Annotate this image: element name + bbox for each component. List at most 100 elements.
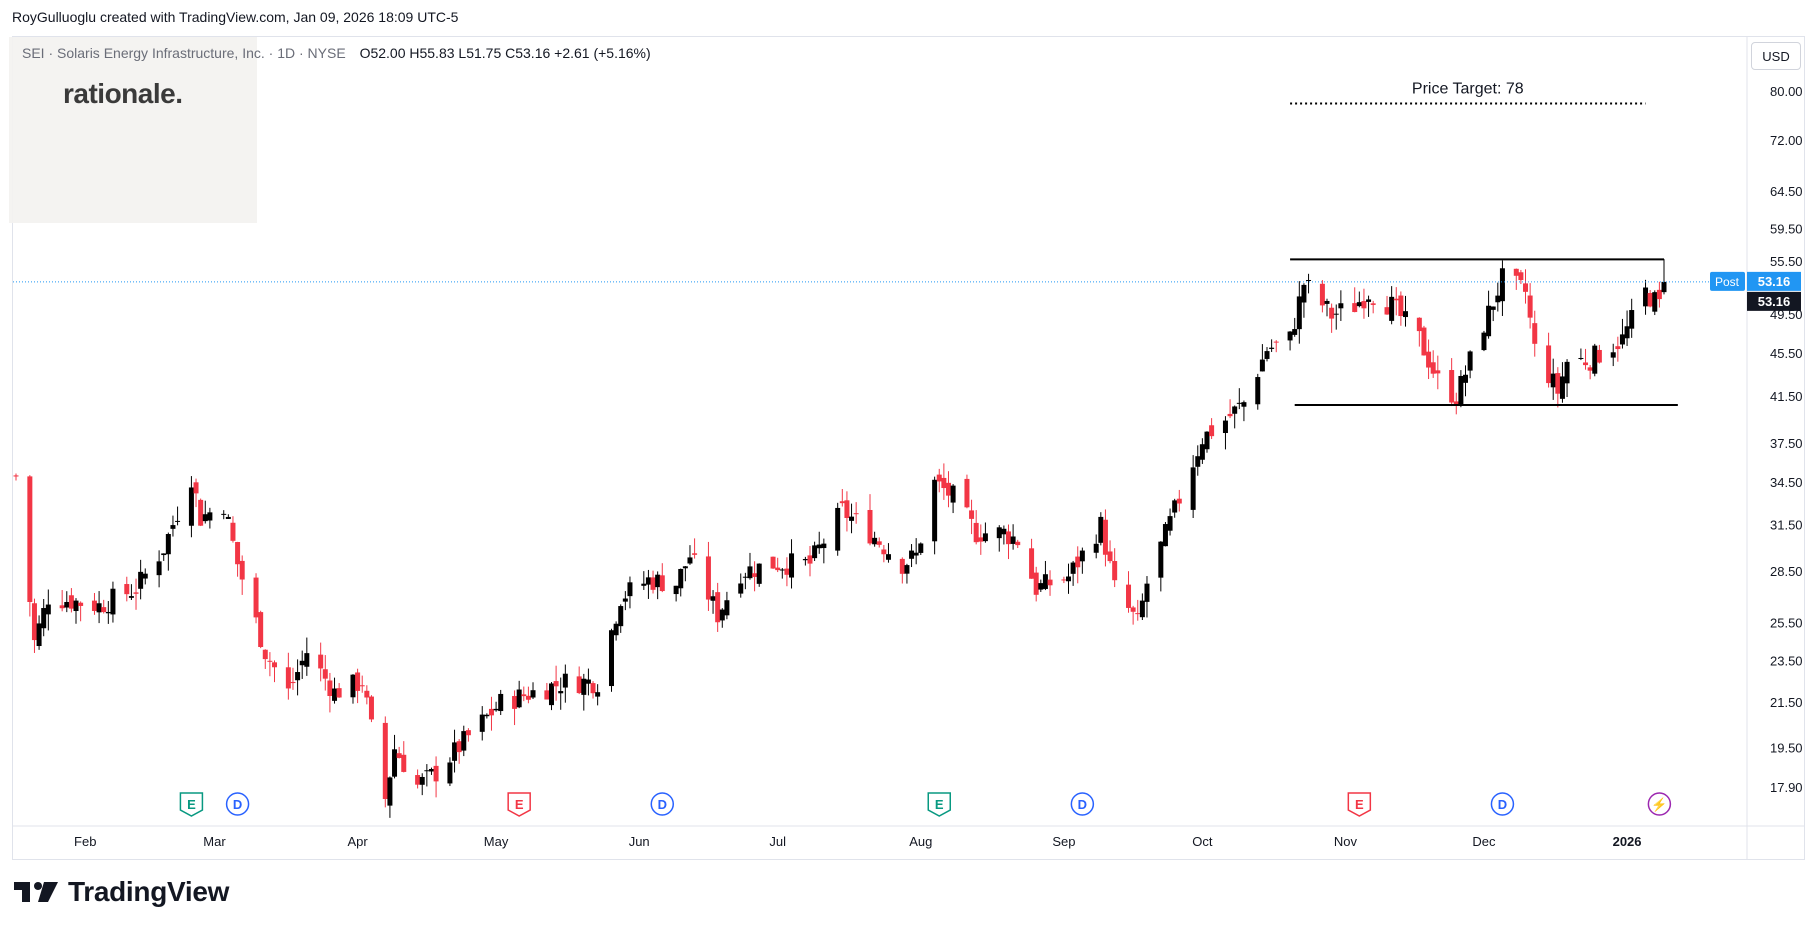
candle-body[interactable] [1587, 367, 1593, 371]
candle-body[interactable] [1652, 292, 1658, 312]
candle-body[interactable] [913, 552, 919, 556]
candle-body[interactable] [1204, 431, 1210, 450]
candle-body[interactable] [1329, 307, 1335, 319]
candle-body[interactable] [839, 501, 845, 504]
candle-body[interactable] [359, 685, 365, 687]
candle-body[interactable] [1463, 374, 1469, 383]
candle-body[interactable] [1393, 298, 1399, 301]
candle-body[interactable] [1038, 583, 1044, 590]
candle-body[interactable] [1319, 283, 1325, 306]
candle-body[interactable] [752, 573, 758, 577]
candle-body[interactable] [101, 607, 107, 613]
candle-body[interactable] [710, 596, 716, 601]
candle-body[interactable] [78, 602, 84, 606]
candle-body[interactable] [687, 557, 693, 564]
candle-body[interactable] [272, 662, 278, 668]
candle-body[interactable] [1490, 306, 1496, 310]
candle-body[interactable] [1176, 498, 1182, 504]
candle-body[interactable] [1324, 300, 1330, 304]
candle-body[interactable] [1513, 268, 1519, 276]
candle-body[interactable] [659, 575, 665, 592]
candle-body[interactable] [165, 534, 171, 555]
candle-body[interactable] [673, 585, 679, 595]
candle-body[interactable] [498, 693, 504, 712]
candle-body[interactable] [1592, 345, 1598, 374]
candle-body[interactable] [576, 676, 582, 694]
candle-body[interactable] [447, 762, 453, 784]
candle-body[interactable] [1402, 311, 1408, 318]
candle-body[interactable] [253, 577, 259, 618]
candle-body[interactable] [650, 577, 656, 590]
candle-body[interactable] [904, 565, 910, 574]
candle-body[interactable] [1370, 303, 1376, 305]
candle-body[interactable] [1075, 556, 1081, 568]
candle-body[interactable] [1042, 574, 1048, 589]
candle-body[interactable] [175, 520, 181, 522]
candle-body[interactable] [156, 561, 162, 576]
candle-body[interactable] [1112, 561, 1118, 581]
candle-body[interactable] [198, 499, 204, 526]
candle-body[interactable] [1255, 377, 1261, 405]
candle-body[interactable] [1236, 402, 1242, 404]
candle-body[interactable] [996, 527, 1002, 539]
candle-body[interactable] [1499, 268, 1505, 302]
candle-body[interactable] [1430, 362, 1436, 374]
candle-body[interactable] [13, 475, 19, 477]
candle-body[interactable] [867, 509, 873, 544]
candle-body[interactable] [161, 553, 167, 556]
candle-body[interactable] [401, 754, 407, 772]
candle-body[interactable] [1527, 295, 1533, 318]
candle-body[interactable] [1656, 289, 1662, 300]
earnings-icon[interactable] [927, 792, 951, 817]
candle-body[interactable] [1555, 373, 1561, 394]
candle-body[interactable] [1583, 362, 1589, 366]
candle-body[interactable] [849, 516, 855, 521]
candle-body[interactable] [262, 649, 268, 660]
candle-body[interactable] [488, 708, 494, 716]
candle-body[interactable] [105, 611, 111, 614]
candle-body[interactable] [382, 722, 388, 799]
candle-body[interactable] [1421, 327, 1427, 356]
candle-body[interactable] [770, 556, 776, 569]
candle-body[interactable] [1532, 323, 1538, 344]
candle-body[interactable] [27, 476, 33, 602]
candle-body[interactable] [239, 560, 245, 580]
candle-body[interactable] [1273, 341, 1279, 343]
candle-body[interactable] [1264, 351, 1270, 359]
candle-body[interactable] [96, 603, 102, 613]
candle-body[interactable] [221, 513, 227, 515]
candle-body[interactable] [1296, 296, 1302, 330]
candle-body[interactable] [1356, 302, 1362, 307]
candle-body[interactable] [318, 654, 324, 669]
candle-body[interactable] [138, 571, 144, 589]
candle-body[interactable] [789, 553, 795, 578]
candle-body[interactable] [530, 690, 536, 698]
candle-body[interactable] [332, 688, 338, 701]
candle-body[interactable] [779, 569, 785, 571]
candle-body[interactable] [941, 477, 947, 489]
candle-body[interactable] [1559, 376, 1565, 399]
candle-body[interactable] [1167, 516, 1173, 531]
candle-body[interactable] [327, 680, 333, 697]
candle-body[interactable] [1486, 305, 1492, 337]
candle-body[interactable] [1029, 548, 1035, 579]
candle-body[interactable] [1453, 401, 1459, 406]
candle-body[interactable] [235, 542, 241, 565]
candle-body[interactable] [1047, 579, 1053, 586]
candle-body[interactable] [225, 516, 231, 519]
candle-body[interactable] [608, 630, 614, 687]
candle-body[interactable] [133, 592, 139, 594]
candle-body[interactable] [807, 555, 813, 564]
candle-body[interactable] [613, 623, 619, 636]
candle-body[interactable] [585, 679, 591, 684]
candle-body[interactable] [202, 514, 208, 522]
candle-body[interactable] [918, 543, 924, 553]
candle-body[interactable] [1135, 613, 1141, 615]
candle-body[interactable] [350, 674, 356, 698]
candle-body[interactable] [1458, 375, 1464, 406]
candle-body[interactable] [715, 592, 721, 623]
candle-body[interactable] [1061, 579, 1067, 581]
candle-body[interactable] [1144, 583, 1150, 602]
candle-body[interactable] [521, 694, 527, 697]
